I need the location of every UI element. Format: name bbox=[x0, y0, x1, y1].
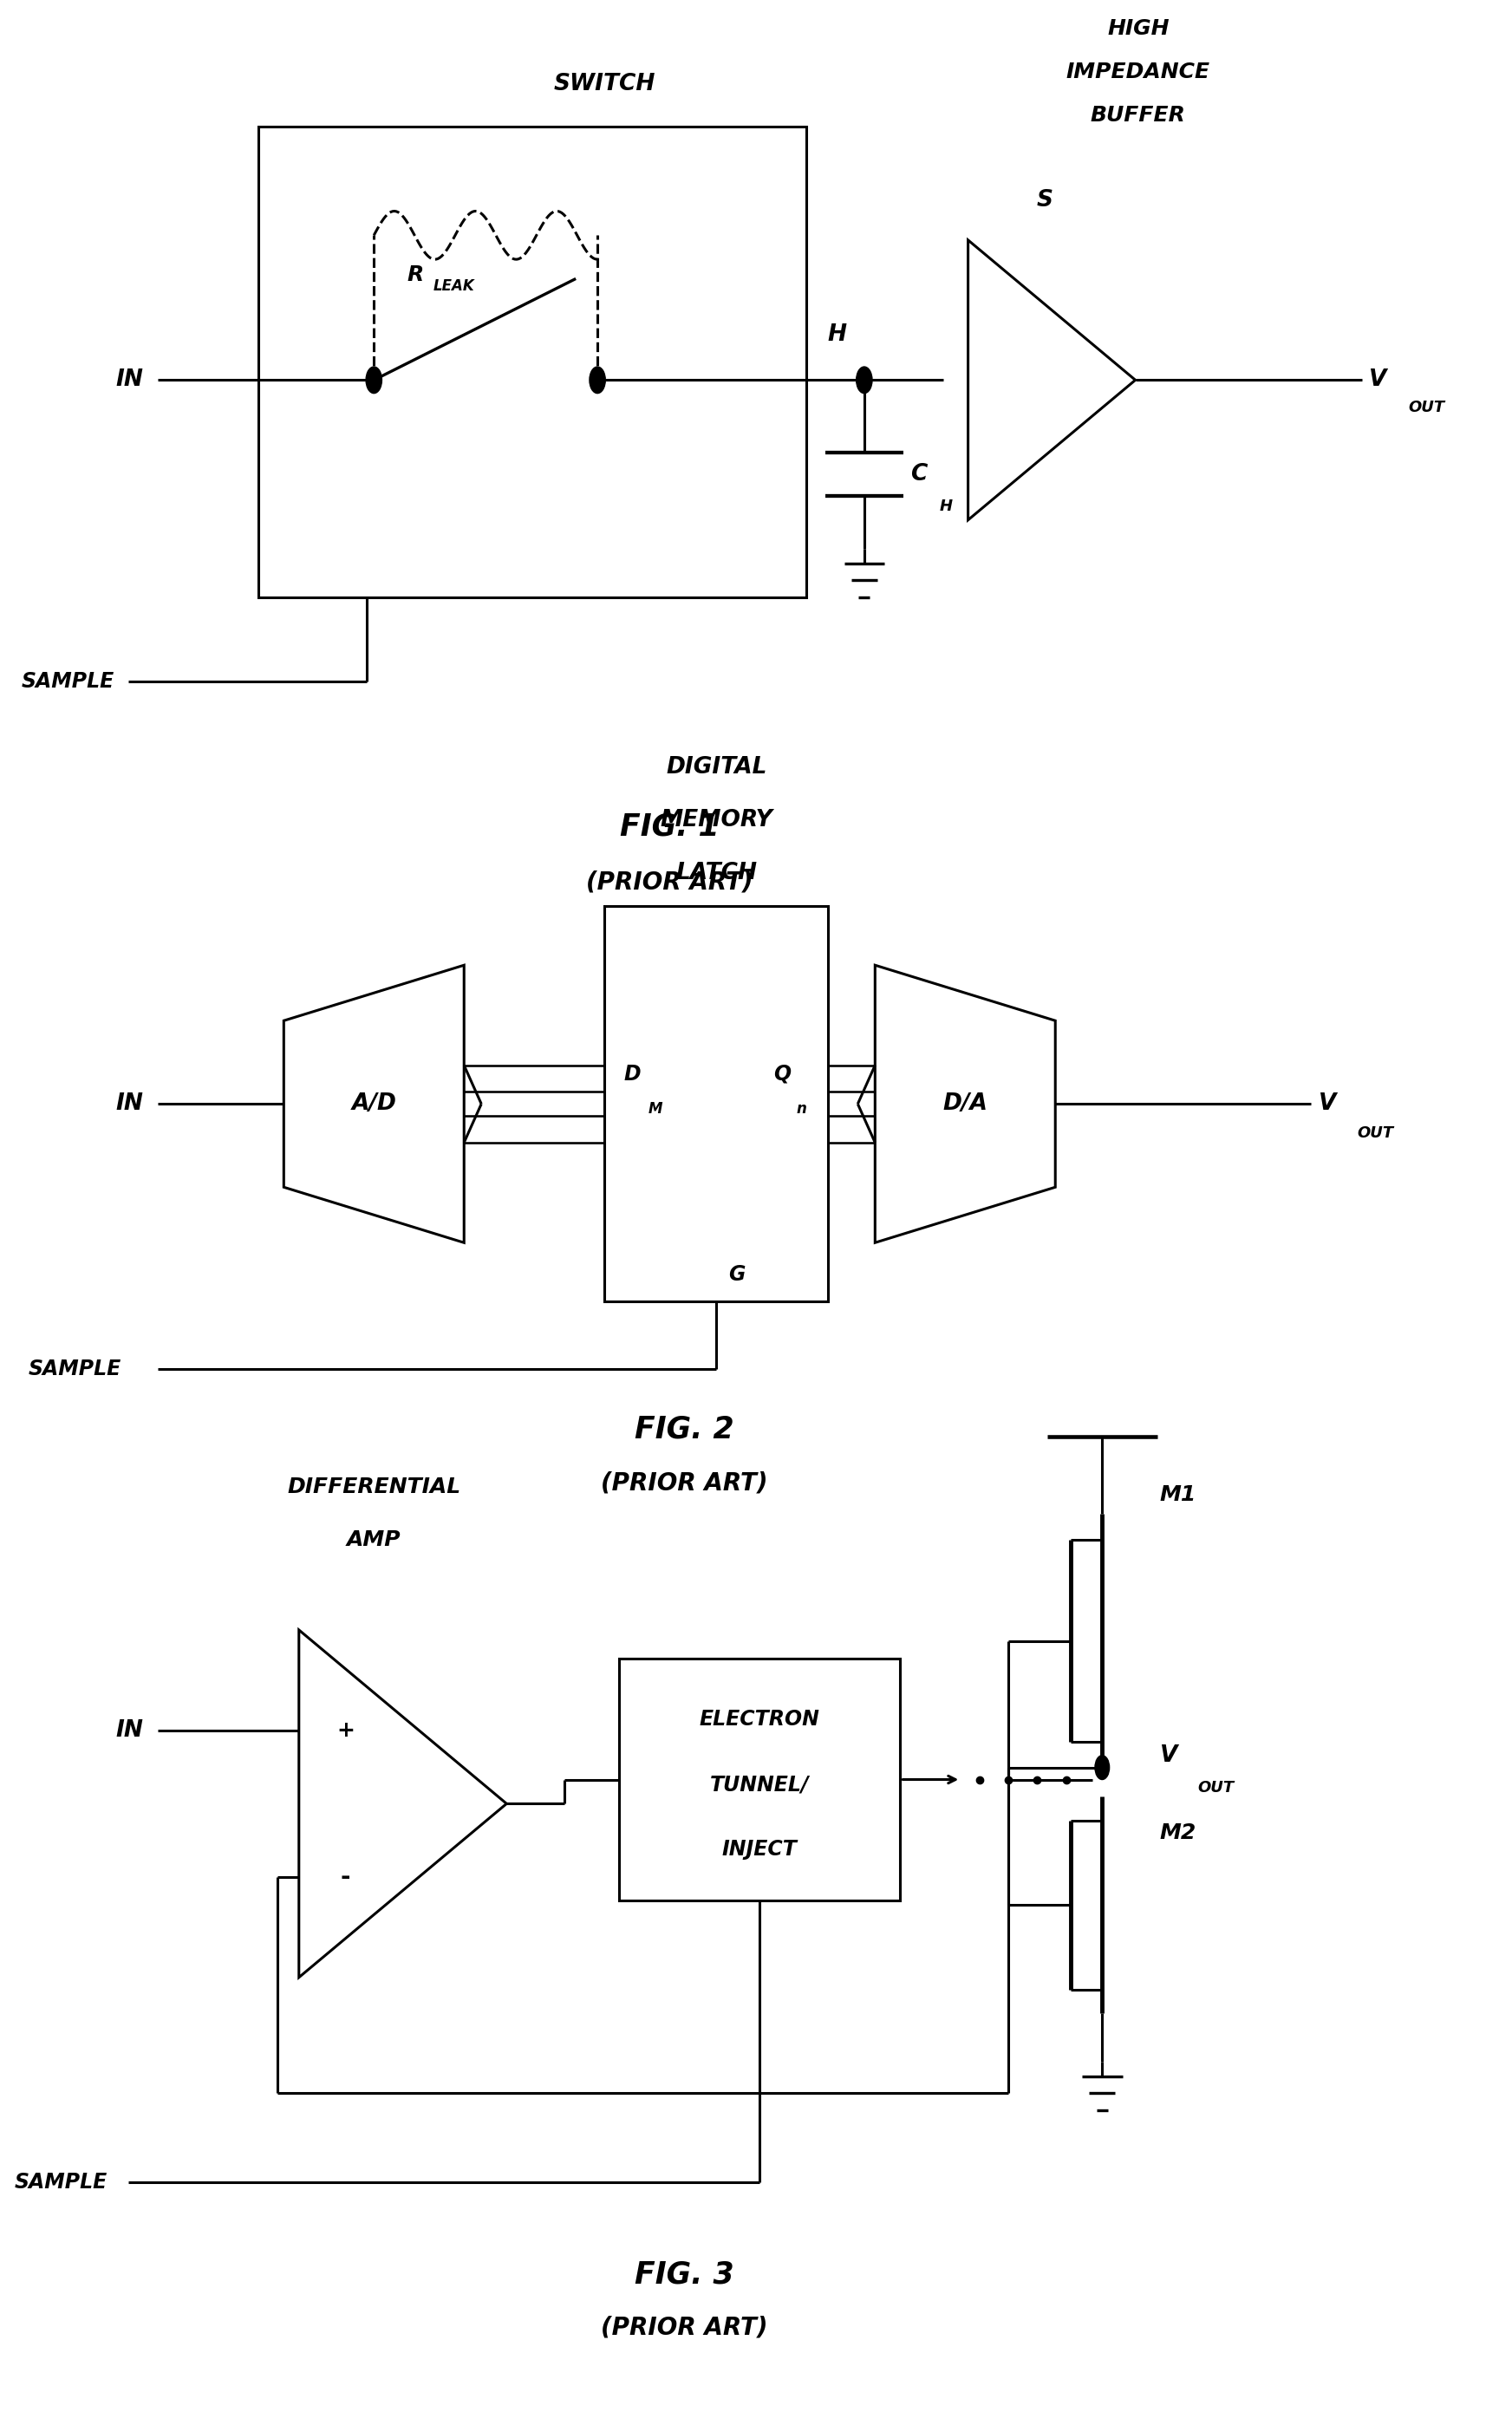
Circle shape bbox=[366, 366, 383, 393]
Text: IN: IN bbox=[115, 1094, 144, 1116]
Text: IMPEDANCE: IMPEDANCE bbox=[1066, 61, 1210, 82]
Text: C: C bbox=[910, 463, 927, 485]
Text: V: V bbox=[1368, 369, 1387, 390]
Text: n: n bbox=[797, 1101, 807, 1118]
Text: M2: M2 bbox=[1160, 1821, 1196, 1843]
Text: LEAK: LEAK bbox=[432, 279, 475, 293]
Text: INJECT: INJECT bbox=[723, 1838, 797, 1860]
Text: OUT: OUT bbox=[1358, 1125, 1394, 1142]
Text: H: H bbox=[939, 497, 953, 514]
Circle shape bbox=[1095, 1756, 1110, 1780]
Text: DIGITAL: DIGITAL bbox=[665, 757, 767, 778]
Circle shape bbox=[590, 366, 605, 393]
Bar bbox=[605, 907, 829, 1302]
Text: SAMPLE: SAMPLE bbox=[21, 672, 115, 691]
Text: D: D bbox=[623, 1065, 641, 1084]
Text: ELECTRON: ELECTRON bbox=[700, 1710, 820, 1729]
Text: V: V bbox=[1160, 1744, 1178, 1768]
Text: SAMPLE: SAMPLE bbox=[29, 1358, 121, 1380]
Text: OUT: OUT bbox=[1198, 1780, 1234, 1795]
Text: FIG. 2: FIG. 2 bbox=[634, 1414, 733, 1445]
Text: FIG. 3: FIG. 3 bbox=[634, 2260, 733, 2289]
Text: S: S bbox=[1036, 189, 1052, 211]
Bar bbox=[618, 1659, 900, 1901]
Text: SAMPLE: SAMPLE bbox=[14, 2173, 107, 2192]
Bar bbox=[259, 126, 806, 597]
Text: D/A: D/A bbox=[942, 1094, 987, 1116]
Text: (PRIOR ART): (PRIOR ART) bbox=[600, 1470, 768, 1494]
Text: M: M bbox=[649, 1101, 662, 1118]
Text: LATCH: LATCH bbox=[676, 861, 758, 885]
Text: AMP: AMP bbox=[346, 1530, 401, 1550]
Text: G: G bbox=[727, 1263, 745, 1285]
Text: MEMORY: MEMORY bbox=[661, 808, 773, 832]
Circle shape bbox=[856, 366, 872, 393]
Text: R: R bbox=[407, 264, 423, 286]
Text: OUT: OUT bbox=[1408, 400, 1444, 415]
Text: (PRIOR ART): (PRIOR ART) bbox=[600, 2316, 768, 2340]
Text: TUNNEL/: TUNNEL/ bbox=[711, 1775, 809, 1795]
Text: Q: Q bbox=[773, 1065, 791, 1084]
Text: HIGH: HIGH bbox=[1107, 17, 1169, 39]
Text: A/D: A/D bbox=[351, 1094, 396, 1116]
Text: -: - bbox=[340, 1865, 351, 1889]
Text: V: V bbox=[1318, 1094, 1337, 1116]
Text: H: H bbox=[827, 323, 847, 347]
Text: DIFFERENTIAL: DIFFERENTIAL bbox=[287, 1477, 461, 1496]
Text: FIG. 1: FIG. 1 bbox=[620, 812, 720, 841]
Text: (PRIOR ART): (PRIOR ART) bbox=[587, 871, 753, 895]
Text: IN: IN bbox=[115, 1719, 144, 1741]
Text: +: + bbox=[337, 1719, 355, 1741]
Text: SWITCH: SWITCH bbox=[553, 73, 656, 95]
Text: M1: M1 bbox=[1160, 1484, 1196, 1506]
Text: BUFFER: BUFFER bbox=[1090, 104, 1185, 126]
Text: IN: IN bbox=[115, 369, 144, 390]
